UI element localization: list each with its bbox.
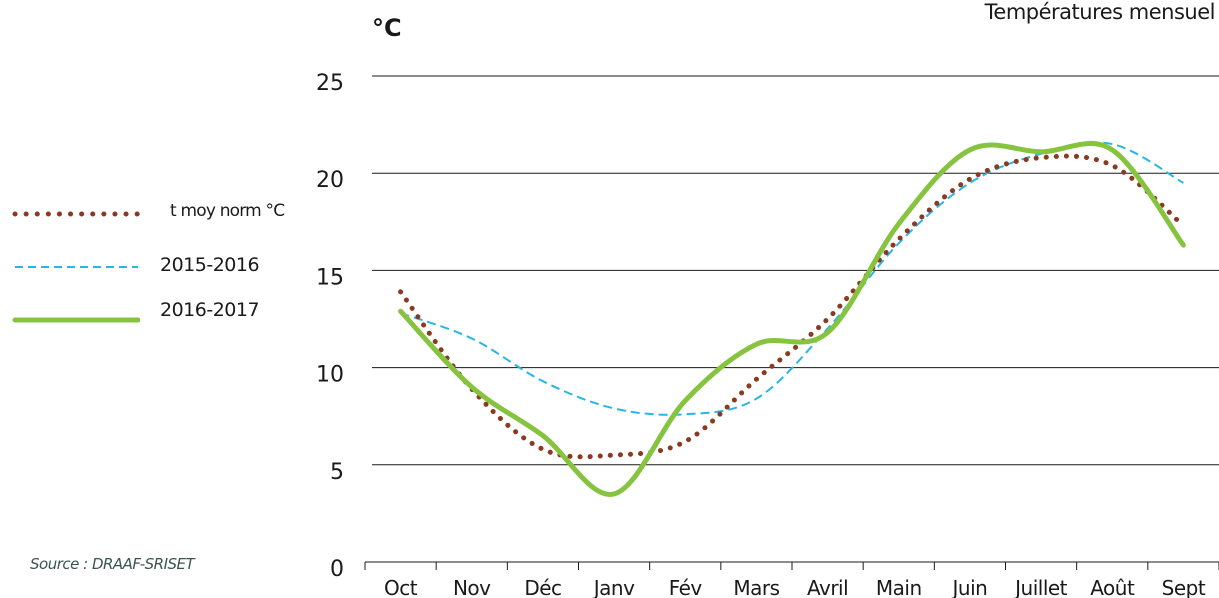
x-tick-label: Déc: [524, 576, 561, 598]
x-tick-label: Juin: [951, 576, 988, 598]
x-tick-label: Main: [876, 576, 922, 598]
x-axis: Oct Nov Déc Janv Fév Mars Avril Main Juin Juillet…: [364, 561, 1219, 598]
y-tick-label: 5: [330, 460, 344, 485]
x-tick-label: Mars: [733, 576, 779, 598]
x-tick-label: Août: [1090, 576, 1135, 598]
x-tick-label: Avril: [807, 576, 848, 598]
y-tick-label: 25: [316, 71, 344, 96]
gridlines: [372, 75, 1219, 466]
legend-swatch-dashed: [15, 266, 138, 268]
y-axis-unit-label: °C: [372, 14, 402, 42]
x-tick-label: Nov: [453, 576, 491, 598]
legend-item-normal: t moy norm °C: [10, 199, 310, 229]
legend-label: 2016-2017: [160, 299, 260, 321]
y-tick-label: 0: [330, 557, 344, 582]
legend-item-2016-2017: 2016-2017: [10, 297, 310, 327]
y-tick-label: 20: [316, 168, 344, 193]
legend-label: 2015-2016: [160, 254, 260, 276]
source-note: Source : DRAAF-SRISET: [30, 555, 195, 573]
legend-swatch-solid: [12, 317, 140, 323]
series-line-2015-2016: [400, 141, 1184, 416]
x-tick-label: Sept: [1162, 576, 1206, 598]
y-axis-ticks: 0 5 10 15 20 25: [316, 71, 344, 582]
x-tick-label: Juillet: [1013, 576, 1068, 598]
legend-swatch-dotted: [12, 211, 140, 217]
series-line-t-moy-norm-c: [398, 153, 1186, 460]
y-tick-label: 15: [316, 265, 344, 290]
legend-item-2015-2016: 2015-2016: [10, 252, 310, 282]
x-tick-label: Fév: [669, 576, 703, 598]
legend-label: t moy norm °C: [170, 201, 285, 221]
x-tick-label: Oct: [384, 576, 418, 598]
chart-title: Températures mensuel: [984, 0, 1216, 24]
y-tick-label: 10: [316, 363, 344, 388]
x-tick-label: Janv: [592, 576, 635, 598]
series-line-2016-2017: [398, 140, 1186, 497]
series-lines: [398, 140, 1186, 497]
